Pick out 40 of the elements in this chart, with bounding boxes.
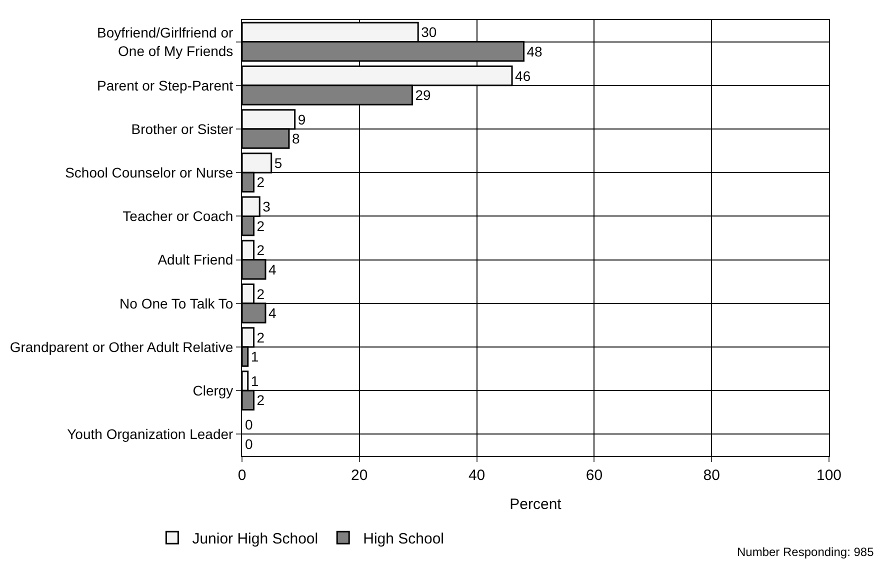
y-tick-label: School Counselor or Nurse: [65, 164, 234, 180]
data-label: 2: [256, 286, 265, 302]
data-label: 8: [292, 130, 300, 147]
data-label: 4: [268, 304, 276, 321]
data-label: 30: [421, 24, 437, 40]
x-tick-label: 60: [586, 467, 603, 484]
y-tick-label: Youth Organization Leader: [67, 426, 234, 442]
data-label: 46: [515, 68, 531, 84]
data-label: 4: [268, 261, 276, 278]
data-label: 29: [415, 86, 432, 103]
x-tick-label: 0: [238, 467, 246, 484]
data-label: 2: [256, 392, 265, 408]
data-label: 48: [526, 43, 543, 60]
data-label: 3: [262, 198, 271, 215]
data-label: 5: [274, 155, 282, 172]
x-axis-title: Percent: [510, 496, 562, 513]
x-tick-label: 80: [703, 467, 720, 484]
y-tick-label: No One To Talk To: [120, 295, 234, 312]
y-tick-label: Grandparent or Other Adult Relative: [10, 338, 234, 355]
data-label: 0: [245, 436, 253, 452]
y-tick-label: Teacher or Coach: [122, 208, 234, 224]
data-label: 9: [298, 111, 306, 128]
x-tick-label: 100: [816, 467, 842, 484]
legend-label: Junior High School: [192, 530, 318, 548]
legend-label: High School: [363, 530, 444, 548]
data-label: 2: [256, 174, 265, 190]
text: Number Responding: 985: [737, 545, 874, 559]
y-tick-label: Parent or Step-Parent: [97, 77, 234, 94]
y-tick-label: Brother or Sister: [131, 120, 234, 137]
data-label: 0: [245, 416, 253, 433]
data-label: 2: [256, 218, 265, 234]
x-tick-label: 40: [468, 467, 486, 484]
y-tick-label: Boyfriend/Girlfriend or One of My Friends: [97, 24, 234, 59]
data-label: 2: [256, 329, 265, 346]
y-tick-label: Clergy: [192, 382, 234, 398]
y-tick-label: Adult Friend: [158, 252, 234, 268]
data-label: 2: [256, 242, 265, 258]
x-tick-label: 20: [351, 467, 368, 484]
data-label: 1: [250, 373, 259, 390]
data-label: 1: [250, 348, 259, 365]
